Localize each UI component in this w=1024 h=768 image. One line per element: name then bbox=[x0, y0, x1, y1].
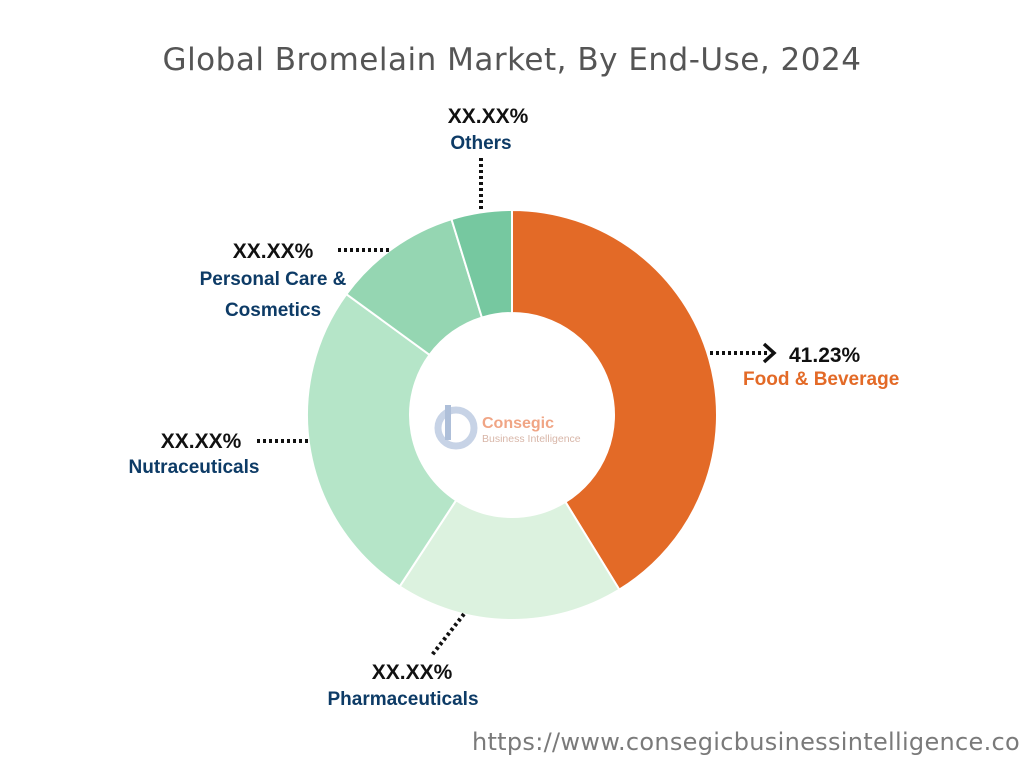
personal-care-label-line1: Personal Care & bbox=[200, 269, 347, 290]
arrow-head-icon bbox=[762, 342, 777, 364]
source-url: https://www.consegicbusinessintelligence… bbox=[471, 728, 1020, 756]
nutra-category-label: Nutraceuticals bbox=[129, 457, 260, 478]
leader-line-pharma bbox=[430, 612, 466, 657]
others-category-label: Others bbox=[450, 133, 511, 154]
donut-slice-others bbox=[450, 208, 513, 319]
logo-tagline: Business Intelligence bbox=[482, 433, 581, 445]
chart-title: Global Bromelain Market, By End-Use, 202… bbox=[162, 42, 862, 78]
donut-slice-pharmaceuticals bbox=[398, 498, 621, 621]
others-percentage: XX.XX% bbox=[448, 105, 529, 128]
consegic-logo: Consegic Business Intelligence bbox=[434, 405, 581, 450]
donut-slice-food-beverage bbox=[511, 208, 718, 592]
pharma-percentage: XX.XX% bbox=[372, 661, 453, 684]
food-category-label: Food & Beverage bbox=[743, 369, 899, 390]
personal-care-label-line2: Cosmetics bbox=[225, 300, 321, 321]
donut-slice-nutraceuticals bbox=[306, 292, 458, 588]
nutra-percentage: XX.XX% bbox=[161, 430, 242, 453]
pharma-category-label: Pharmaceuticals bbox=[327, 689, 478, 710]
logo-ring-icon bbox=[434, 406, 478, 450]
personal-care-percentage: XX.XX% bbox=[233, 240, 314, 263]
logo-name: Consegic bbox=[482, 415, 554, 432]
donut-slices bbox=[306, 208, 718, 621]
food-percentage: 41.23% bbox=[789, 344, 861, 367]
